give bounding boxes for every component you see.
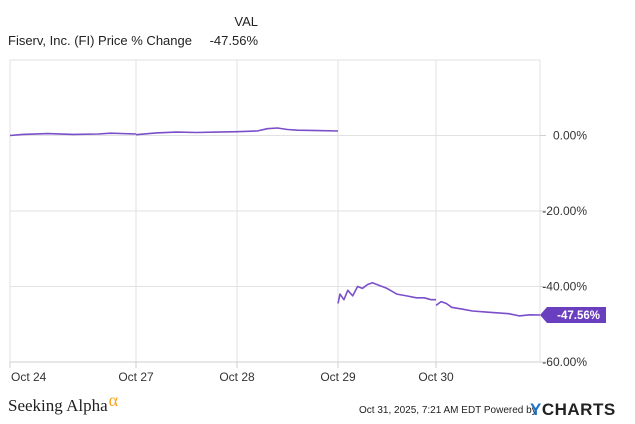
x-tick-label: Oct 28	[219, 370, 255, 384]
legend-series-value: -47.56%	[209, 33, 258, 48]
grid-lines	[9, 59, 541, 363]
y-tick-label: -40.00%	[542, 280, 587, 294]
legend-header: VAL	[234, 14, 258, 29]
series-line-segment-0	[9, 132, 137, 137]
alpha-symbol: α	[108, 390, 119, 410]
seeking-alpha-text: Seeking Alpha	[8, 396, 108, 415]
x-tick-label: Oct 24	[11, 370, 47, 384]
ycharts-y: Y	[530, 400, 542, 419]
x-tick-label: Oct 27	[118, 370, 154, 384]
y-tick-label: 0.00%	[553, 129, 587, 143]
y-axis-ticks: 0.00% -20.00% -40.00% -60.00%	[540, 129, 587, 369]
ycharts-rest: CHARTS	[541, 400, 616, 419]
last-value-label: -47.56%	[557, 310, 600, 322]
x-axis-ticks: Oct 24 Oct 27 Oct 28 Oct 29 Oct 30	[9, 362, 454, 384]
y-tick-label: -20.00%	[542, 204, 587, 218]
seeking-alpha-logo[interactable]: Seeking Alphaα	[8, 390, 118, 416]
ycharts-logo[interactable]: YCHARTS	[530, 400, 616, 420]
x-tick-label: Oct 30	[418, 370, 454, 384]
last-value-badge: -47.56%	[540, 307, 606, 324]
series-line-segment-2	[337, 281, 436, 304]
x-tick-label: Oct 29	[320, 370, 356, 384]
series-line-segment-3	[435, 300, 541, 317]
y-tick-label: -60.00%	[542, 355, 587, 369]
series-line-segment-1	[135, 127, 339, 136]
legend-series-name: Fiserv, Inc. (FI) Price % Change	[8, 33, 192, 48]
series-lines	[9, 127, 541, 317]
footer-timestamp: Oct 31, 2025, 7:21 AM EDT Powered by	[359, 405, 537, 416]
last-value-badge-shape	[540, 307, 606, 324]
